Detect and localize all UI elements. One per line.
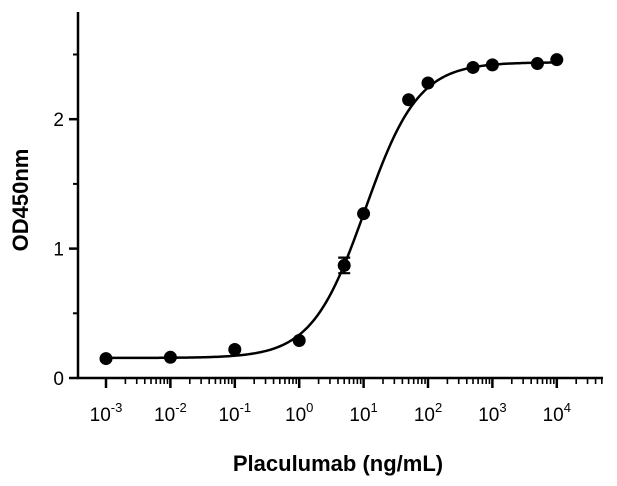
data-point	[99, 352, 113, 366]
x-tick-label: 102	[414, 400, 442, 426]
data-point	[228, 343, 242, 357]
y-tick-label: 1	[53, 240, 64, 261]
x-tick-label: 103	[478, 400, 506, 426]
y-axis-label: OD450nm	[8, 149, 33, 252]
y-ticks: 0 1 2	[53, 53, 78, 390]
x-tick-label: 10-3	[90, 400, 123, 426]
data-point	[466, 60, 480, 74]
x-tick-label: 100	[285, 400, 313, 426]
x-tick-label: 10-1	[218, 400, 251, 426]
x-ticks: 10-3 10-2 10-1 100 101 102 103 104	[90, 378, 603, 426]
data-point	[292, 333, 306, 347]
x-tick-label: 104	[543, 400, 571, 426]
data-point	[357, 207, 371, 221]
x-axis-label: Placulumab (ng/mL)	[233, 451, 443, 476]
y-tick-label: 2	[53, 110, 64, 131]
data-point	[550, 53, 564, 67]
axes	[76, 12, 603, 380]
data-points	[99, 53, 564, 366]
data-point	[421, 76, 435, 90]
fit-curve	[105, 61, 557, 360]
data-point	[163, 350, 177, 364]
data-point	[530, 57, 544, 71]
data-point	[485, 58, 499, 72]
x-tick-label: 101	[349, 400, 377, 426]
data-point	[337, 258, 351, 272]
y-tick-label: 0	[53, 369, 64, 390]
x-tick-label: 10-2	[154, 400, 187, 426]
data-point	[402, 93, 416, 107]
